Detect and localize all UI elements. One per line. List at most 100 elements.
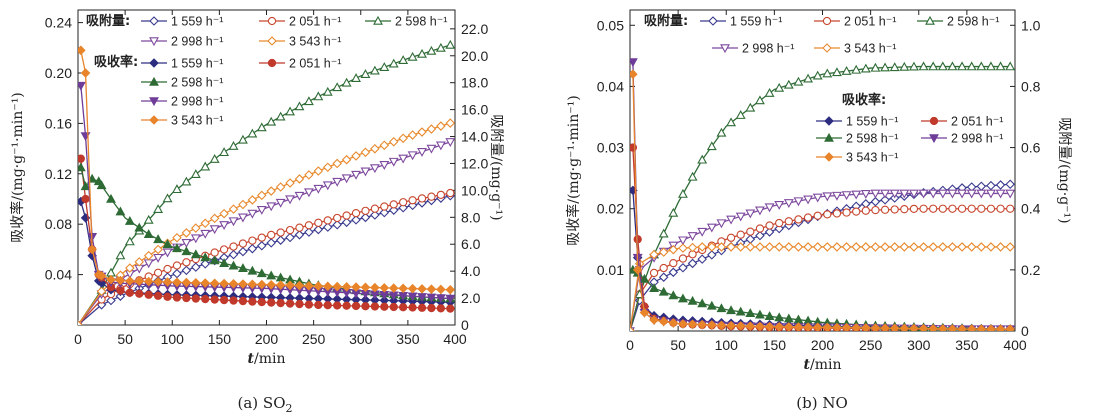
data-point-rate bbox=[446, 304, 455, 313]
data-point-ads bbox=[783, 199, 794, 209]
y-right-axis-label: 吸附量/(mg·g⁻¹) bbox=[1056, 117, 1072, 223]
data-point-rate bbox=[389, 302, 398, 312]
data-point-ads bbox=[294, 191, 305, 201]
data-point-ads bbox=[784, 217, 793, 226]
y-axis-left: 0.04 0.08 0.12 0.16 0.20 0.24 吸收率/(mg·g⁻¹·min⁻… bbox=[9, 15, 83, 283]
data-point-ads bbox=[228, 140, 239, 150]
data-point-ads bbox=[996, 204, 1005, 213]
data-point-rate bbox=[313, 281, 324, 291]
data-point-ads bbox=[266, 202, 277, 212]
data-point-rate bbox=[78, 45, 86, 56]
series-ads-2 bbox=[630, 204, 1015, 331]
data-point-ads bbox=[986, 204, 996, 213]
data-point-ads bbox=[823, 210, 832, 219]
data-point-ads bbox=[986, 189, 996, 199]
data-point-ads bbox=[880, 195, 890, 205]
data-point-rate bbox=[332, 281, 342, 292]
data-point-ads bbox=[322, 181, 333, 191]
data-point-rate bbox=[649, 315, 659, 325]
data-point-rate bbox=[115, 206, 126, 216]
data-point-ads bbox=[976, 181, 987, 192]
data-point-ads bbox=[172, 261, 182, 270]
data-point-ads bbox=[957, 242, 967, 252]
legend-label: 2 051 h⁻¹ bbox=[844, 15, 896, 29]
series-rate-5 bbox=[78, 45, 455, 295]
data-point-ads bbox=[726, 117, 736, 127]
data-point-rate bbox=[191, 294, 200, 303]
data-point-rate bbox=[181, 246, 192, 256]
data-point-rate bbox=[630, 58, 638, 68]
data-point-ads bbox=[426, 144, 437, 154]
data-point-ads bbox=[181, 228, 192, 238]
y-right-tick-label: 0.8 bbox=[1021, 78, 1041, 94]
data-point-rate bbox=[209, 278, 220, 289]
data-point-ads bbox=[96, 286, 107, 297]
data-point-rate bbox=[228, 279, 239, 289]
series-ads-5 bbox=[78, 118, 455, 325]
data-point-ads bbox=[764, 227, 775, 237]
legend-rate-5: 3 543 h⁻¹ bbox=[816, 151, 898, 165]
data-point-rate bbox=[96, 270, 107, 281]
legend-marker bbox=[929, 116, 939, 126]
data-point-ads bbox=[182, 258, 191, 267]
legend-marker bbox=[267, 58, 277, 68]
x-axis: 0 50 100 150 200 250 300 350 400 t/min bbox=[626, 10, 1027, 373]
data-point-rate bbox=[81, 194, 90, 204]
data-point-ads bbox=[870, 242, 881, 252]
data-point-ads bbox=[388, 137, 399, 147]
data-point-rate bbox=[398, 283, 408, 294]
legend-ads-4: 2 998 h⁻¹ bbox=[141, 35, 223, 49]
data-point-rate bbox=[880, 323, 890, 331]
data-point-ads bbox=[967, 204, 976, 213]
data-point-ads bbox=[976, 189, 987, 199]
data-point-rate bbox=[803, 322, 813, 331]
data-point-ads bbox=[191, 262, 201, 272]
data-point-ads bbox=[842, 208, 851, 217]
data-point-ads bbox=[793, 76, 804, 86]
data-point-ads bbox=[209, 154, 220, 163]
data-point-rate bbox=[106, 274, 116, 285]
data-point-ads bbox=[313, 184, 324, 194]
data-point-ads bbox=[909, 189, 919, 199]
data-point-ads bbox=[332, 82, 343, 92]
y-left-axis-label: 吸收率/(mg·g⁻¹·min⁻¹) bbox=[565, 95, 582, 246]
legend-ads-1: 1 559 h⁻¹ bbox=[700, 15, 782, 29]
legend-label: 1 559 h⁻¹ bbox=[171, 57, 223, 71]
legend-marker bbox=[149, 115, 159, 125]
data-point-ads bbox=[649, 249, 659, 260]
data-point-ads bbox=[379, 207, 390, 218]
data-point-rate bbox=[870, 323, 881, 331]
data-point-rate bbox=[783, 313, 794, 323]
series-ads-4 bbox=[630, 189, 1015, 331]
data-point-ads bbox=[181, 265, 192, 276]
data-point-ads bbox=[889, 242, 900, 252]
data-point-ads bbox=[755, 242, 765, 252]
legend-marker bbox=[149, 76, 159, 86]
data-point-ads bbox=[918, 242, 929, 252]
data-point-rate bbox=[285, 299, 295, 308]
data-point-ads bbox=[200, 218, 211, 229]
data-point-ads bbox=[153, 268, 163, 277]
data-point-ads bbox=[976, 242, 987, 252]
data-point-ads bbox=[115, 250, 126, 260]
data-point-ads bbox=[986, 242, 996, 252]
series-ads-3 bbox=[630, 61, 1015, 331]
y-right-tick-label: 8.0 bbox=[461, 209, 481, 225]
legend-marker bbox=[708, 16, 718, 26]
legend-label: 1 559 h⁻¹ bbox=[846, 115, 898, 129]
legend-marker bbox=[149, 16, 159, 26]
data-point-ads bbox=[697, 242, 707, 252]
data-point-ads bbox=[938, 204, 947, 213]
data-point-ads bbox=[745, 234, 756, 245]
data-point-ads bbox=[755, 95, 765, 105]
x-axis: 0 50 100 150 200 250 300 350 400 t/min bbox=[74, 10, 467, 367]
data-point-rate bbox=[172, 293, 182, 302]
data-point-ads bbox=[716, 127, 727, 137]
data-point-ads bbox=[1005, 61, 1015, 71]
data-point-rate bbox=[78, 81, 86, 91]
x-axis-label: t/min bbox=[248, 351, 286, 367]
data-point-rate bbox=[841, 322, 852, 331]
data-point-ads bbox=[966, 242, 977, 252]
data-point-ads bbox=[219, 221, 230, 230]
data-point-ads bbox=[143, 250, 154, 261]
